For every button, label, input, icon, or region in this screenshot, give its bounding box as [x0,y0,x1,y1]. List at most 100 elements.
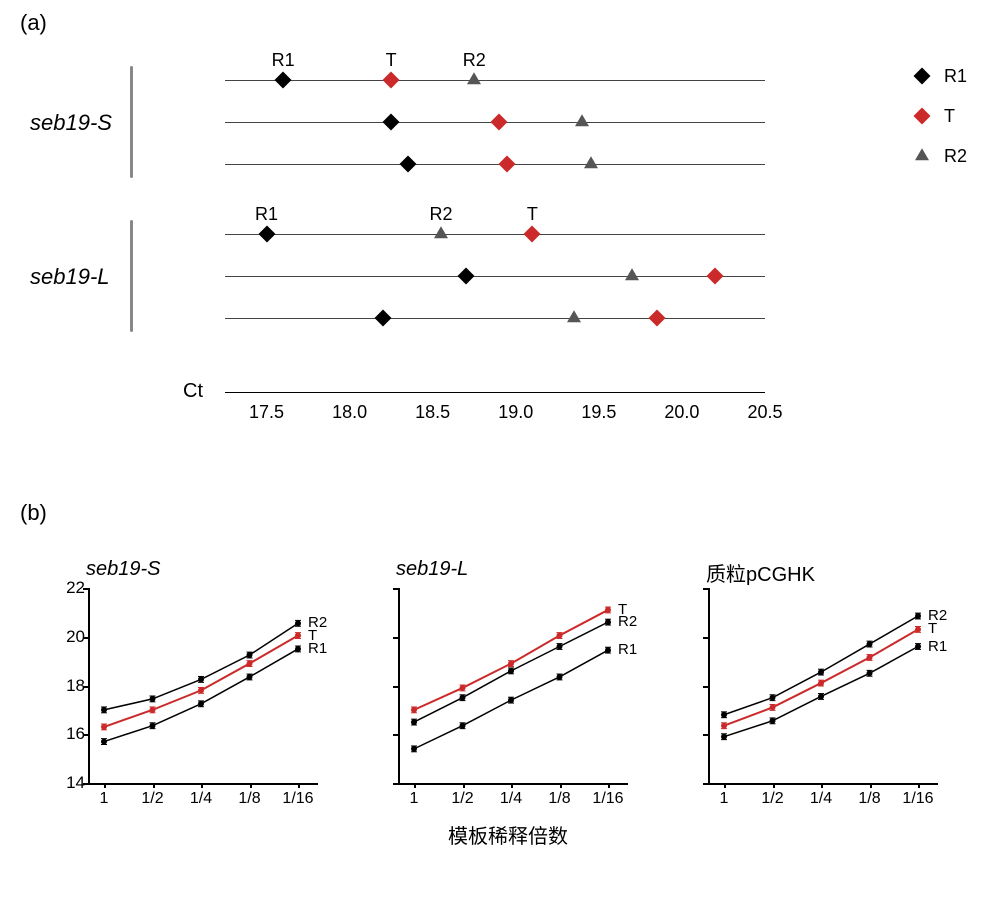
line-series-svg [398,588,628,783]
line-series-svg [708,588,938,783]
x-tick-label: 1/8 [238,790,260,808]
data-point [374,310,391,327]
group-bracket [130,66,133,178]
series-end-label: R1 [618,641,637,658]
data-point [625,268,639,280]
data-point [499,156,516,173]
x-tick-label: 1 [100,790,109,808]
x-tick [463,783,465,788]
ct-axis [225,392,765,393]
ct-tick-label: 19.5 [581,402,616,423]
x-tick [298,783,300,788]
x-tick [724,783,726,788]
data-point [491,114,508,131]
series-label: T [386,50,397,71]
x-tick-label: 1/4 [810,790,832,808]
x-tick [560,783,562,788]
x-tick-label: 1/2 [761,790,783,808]
data-point [575,114,589,126]
x-tick-label: 1/4 [190,790,212,808]
ct-tick-label: 18.0 [332,402,367,423]
x-axis [398,783,628,785]
series-line [104,649,298,742]
x-axis [708,783,938,785]
x-tick [414,783,416,788]
ct-tick-label: 19.0 [498,402,533,423]
series-end-label: R1 [928,638,947,655]
x-tick-label: 1/16 [592,790,623,808]
series-label: R1 [255,204,278,225]
series-label: R1 [272,50,295,71]
x-tick [821,783,823,788]
data-row-line [225,276,765,277]
chart-area: 11/21/41/81/16TR2R1 [398,588,628,783]
data-point [399,156,416,173]
panel-b-chart-row: seb19-S11/21/41/81/16R2TR11416182022seb1… [48,560,968,890]
series-label: R2 [429,204,452,225]
ct-tick-label: 20.5 [747,402,782,423]
series-label: R2 [463,50,486,71]
subplot: 质粒pCGHK11/21/41/81/16R2TR1 [668,560,943,800]
y-tick-label: 18 [66,676,85,696]
r2-marker-icon [915,148,929,160]
subplot-title: seb19-S [86,558,161,581]
group-bracket [130,220,133,332]
x-tick-label: 1 [720,790,729,808]
legend-item-label: R1 [944,66,967,87]
y-tick-label: 14 [66,773,85,793]
chart-area: 11/21/41/81/16R2TR1 [708,588,938,783]
data-point [434,226,448,238]
subplot: seb19-L11/21/41/81/16TR2R1 [358,560,633,800]
y-tick [703,783,708,785]
x-axis [88,783,318,785]
panel-a-chart: R1TR2seb19-SR1R2Tseb19-LCt17.518.018.519… [130,30,830,430]
x-tick [870,783,872,788]
x-tick [153,783,155,788]
data-point [275,72,292,89]
data-point [524,226,541,243]
chart-area: 11/21/41/81/16R2TR1 [88,588,318,783]
x-tick [104,783,106,788]
series-line [414,610,608,710]
y-tick-label: 22 [66,578,85,598]
x-tick [201,783,203,788]
legend-item: T [910,105,967,127]
x-tick-label: 1/8 [858,790,880,808]
series-label: T [527,204,538,225]
y-tick-label: 20 [66,627,85,647]
group-label: seb19-L [30,264,110,290]
ct-tick-label: 20.0 [664,402,699,423]
series-end-label: T [928,620,937,637]
subplot: seb19-S 11/21/41/81/16R2TR114 16 18 20 22 [48,560,323,800]
x-tick [773,783,775,788]
r1-marker-icon [913,68,930,85]
global-x-label: 模板稀释倍数 [448,820,568,849]
series-end-label: R1 [308,640,327,657]
x-tick [250,783,252,788]
data-point [383,72,400,89]
line-series-svg [88,588,318,783]
data-point [649,310,666,327]
ct-axis-label: Ct [183,380,203,403]
group-label: seb19-S [30,110,112,136]
x-tick-label: 1/16 [282,790,313,808]
data-point [258,226,275,243]
legend-item-label: T [944,106,955,127]
x-tick-label: 1/2 [141,790,163,808]
x-tick-label: 1 [410,790,419,808]
legend: R1 T R2 [910,65,967,185]
ct-tick-label: 17.5 [249,402,284,423]
x-tick-label: 1/2 [451,790,473,808]
x-tick-label: 1/16 [902,790,933,808]
series-line [724,629,918,725]
data-point [567,310,581,322]
legend-item: R2 [910,145,967,167]
series-line [724,616,918,715]
panel-b-label: (b) [20,500,47,526]
y-tick-label: 16 [66,724,85,744]
panel-a-label: (a) [20,10,47,36]
data-row-line [225,80,765,81]
data-row-line [225,164,765,165]
series-end-label: R2 [618,613,637,630]
data-point [383,114,400,131]
